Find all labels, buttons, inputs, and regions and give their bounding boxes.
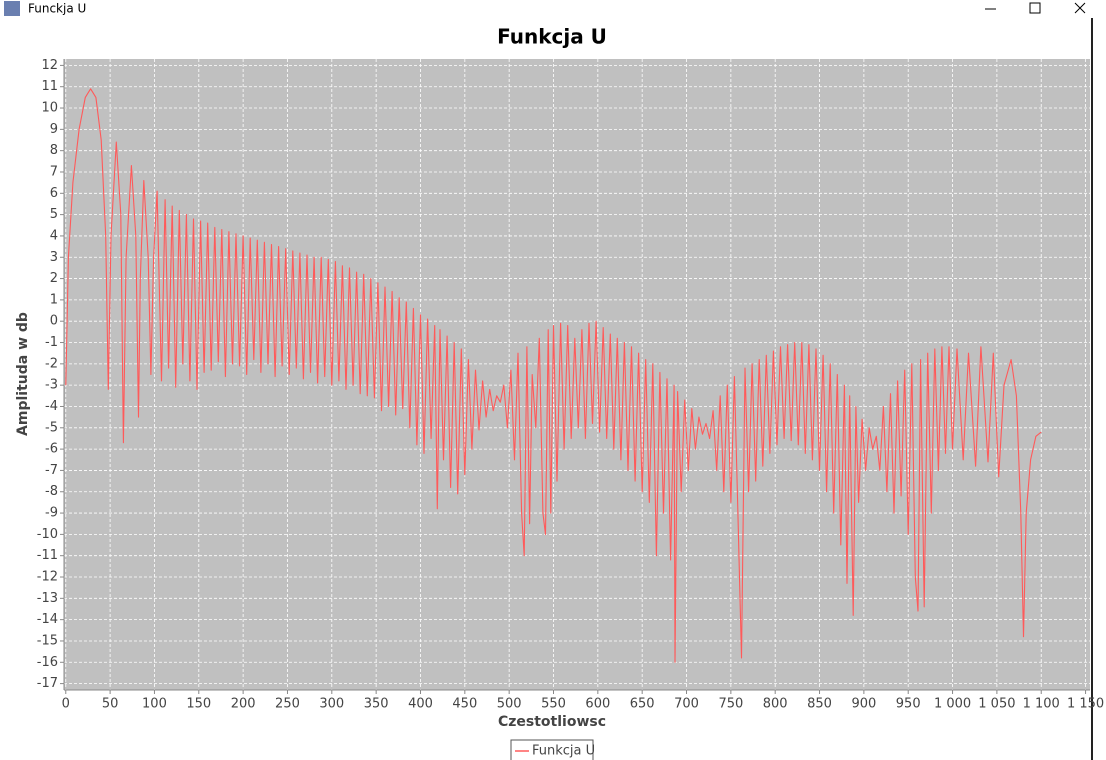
y-tick-label: -3 — [45, 378, 58, 393]
x-tick-label: 850 — [807, 697, 832, 712]
y-tick-label: 8 — [50, 143, 58, 158]
y-tick-label: -12 — [37, 570, 58, 585]
plot-background — [64, 59, 1090, 690]
y-tick-label: 2 — [50, 271, 58, 286]
y-tick-label: -17 — [37, 676, 58, 691]
legend-label: Funkcja U — [532, 744, 595, 759]
x-tick-label: 500 — [497, 697, 522, 712]
chart-title: Funkcja U — [497, 25, 607, 49]
y-tick-label: 10 — [41, 101, 58, 116]
y-tick-label: -15 — [37, 633, 58, 648]
app-icon — [4, 1, 20, 16]
y-tick-label: -5 — [45, 420, 58, 435]
y-tick-label: -11 — [37, 548, 58, 563]
close-button[interactable] — [1074, 2, 1086, 14]
y-tick-label: 0 — [50, 314, 58, 329]
x-tick-label: 1 000 — [934, 697, 971, 712]
x-tick-label: 550 — [541, 697, 566, 712]
y-tick-label: 9 — [50, 122, 58, 137]
y-tick-label: 1 — [50, 292, 58, 307]
x-tick-label: 200 — [231, 697, 256, 712]
y-tick-label: -6 — [45, 442, 58, 457]
x-tick-label: 450 — [452, 697, 477, 712]
x-tick-label: 600 — [585, 697, 610, 712]
x-tick-label: 300 — [319, 697, 344, 712]
x-tick-label: 1 050 — [978, 697, 1015, 712]
y-tick-label: -2 — [45, 356, 58, 371]
x-tick-label: 350 — [364, 697, 389, 712]
x-tick-label: 400 — [408, 697, 433, 712]
x-tick-label: 650 — [630, 697, 655, 712]
y-tick-label: -1 — [45, 335, 58, 350]
legend-box — [510, 739, 594, 760]
y-axis-label: Amplituda w db — [15, 312, 31, 436]
x-tick-label: 0 — [62, 697, 70, 712]
x-tick-label: 150 — [186, 697, 211, 712]
x-tick-label: 750 — [718, 697, 743, 712]
y-tick-label: 12 — [41, 58, 58, 73]
y-tick-label: 4 — [50, 228, 58, 243]
x-tick-label: 50 — [102, 697, 119, 712]
y-tick-label: -7 — [45, 463, 58, 478]
y-tick-label: 3 — [50, 250, 58, 265]
x-tick-label: 250 — [275, 697, 300, 712]
x-tick-label: 1 150 — [1067, 697, 1104, 712]
maximize-button[interactable] — [1029, 2, 1041, 14]
x-tick-label: 900 — [851, 697, 876, 712]
y-tick-label: -10 — [37, 527, 58, 542]
window-title: Funckja U — [28, 2, 86, 16]
y-tick-label: -9 — [45, 506, 58, 521]
y-tick-label: -13 — [37, 591, 58, 606]
y-tick-label: -14 — [37, 612, 58, 627]
x-tick-label: 800 — [763, 697, 788, 712]
y-tick-label: 6 — [50, 186, 58, 201]
x-axis-label: Czestotliowsc — [498, 714, 606, 730]
y-tick-label: -4 — [45, 399, 58, 414]
y-tick-label: 11 — [41, 79, 58, 94]
y-tick-label: 7 — [50, 164, 58, 179]
series-line — [65, 88, 1042, 663]
y-tick-label: 5 — [50, 207, 58, 222]
x-tick-label: 700 — [674, 697, 699, 712]
y-tick-label: -16 — [37, 655, 58, 670]
y-tick-label: -8 — [45, 484, 58, 499]
x-tick-label: 1 100 — [1023, 697, 1060, 712]
x-tick-label: 100 — [142, 697, 167, 712]
x-tick-label: 950 — [896, 697, 921, 712]
